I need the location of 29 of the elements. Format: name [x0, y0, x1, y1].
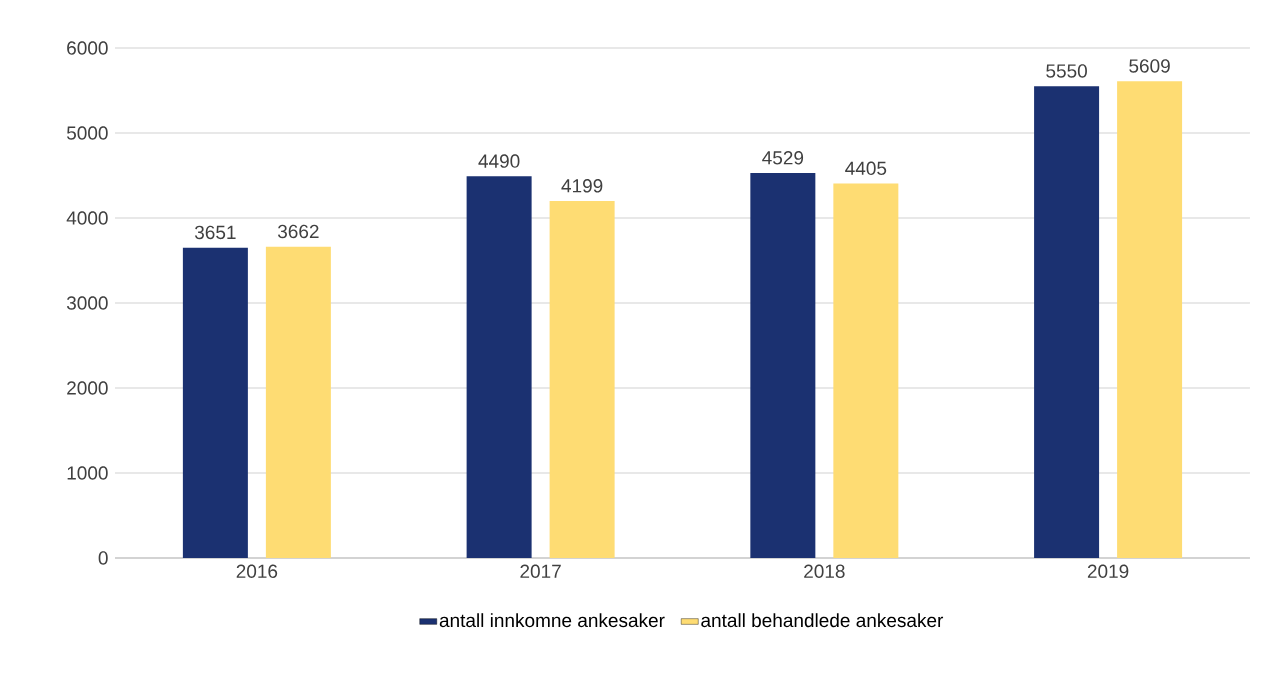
y-tick-label: 5000	[66, 126, 108, 140]
data-label: 4490	[478, 154, 520, 168]
bar	[1117, 81, 1183, 558]
bar	[833, 183, 899, 558]
legend-label: antall behandlede ankesaker	[701, 613, 944, 628]
data-label: 4405	[845, 161, 887, 176]
y-tick-label: 0	[98, 551, 108, 565]
x-tick-label: 2016	[236, 564, 278, 578]
data-label: 5550	[1046, 64, 1087, 78]
bar	[466, 176, 532, 558]
data-label: 3651	[194, 225, 236, 240]
bar	[549, 201, 615, 558]
bar	[265, 246, 331, 558]
y-tick-label: 4000	[66, 211, 108, 225]
data-label: 5609	[1129, 59, 1170, 73]
bar	[182, 247, 248, 558]
y-tick-label: 1000	[67, 466, 108, 480]
x-tick-label: 2019	[1087, 564, 1129, 578]
legend-label: antall innkomne ankesaker	[439, 613, 665, 628]
y-tick-label: 2000	[67, 381, 108, 395]
y-tick-label: 6000	[67, 41, 108, 55]
data-label: 3662	[277, 224, 319, 239]
y-tick-label: 3000	[66, 296, 108, 310]
data-label: 4529	[762, 151, 804, 165]
x-tick-label: 2018	[804, 564, 845, 578]
bar	[750, 173, 816, 558]
x-tick-label: 2017	[520, 564, 561, 578]
bar	[1034, 86, 1100, 558]
data-label: 4199	[561, 179, 603, 193]
